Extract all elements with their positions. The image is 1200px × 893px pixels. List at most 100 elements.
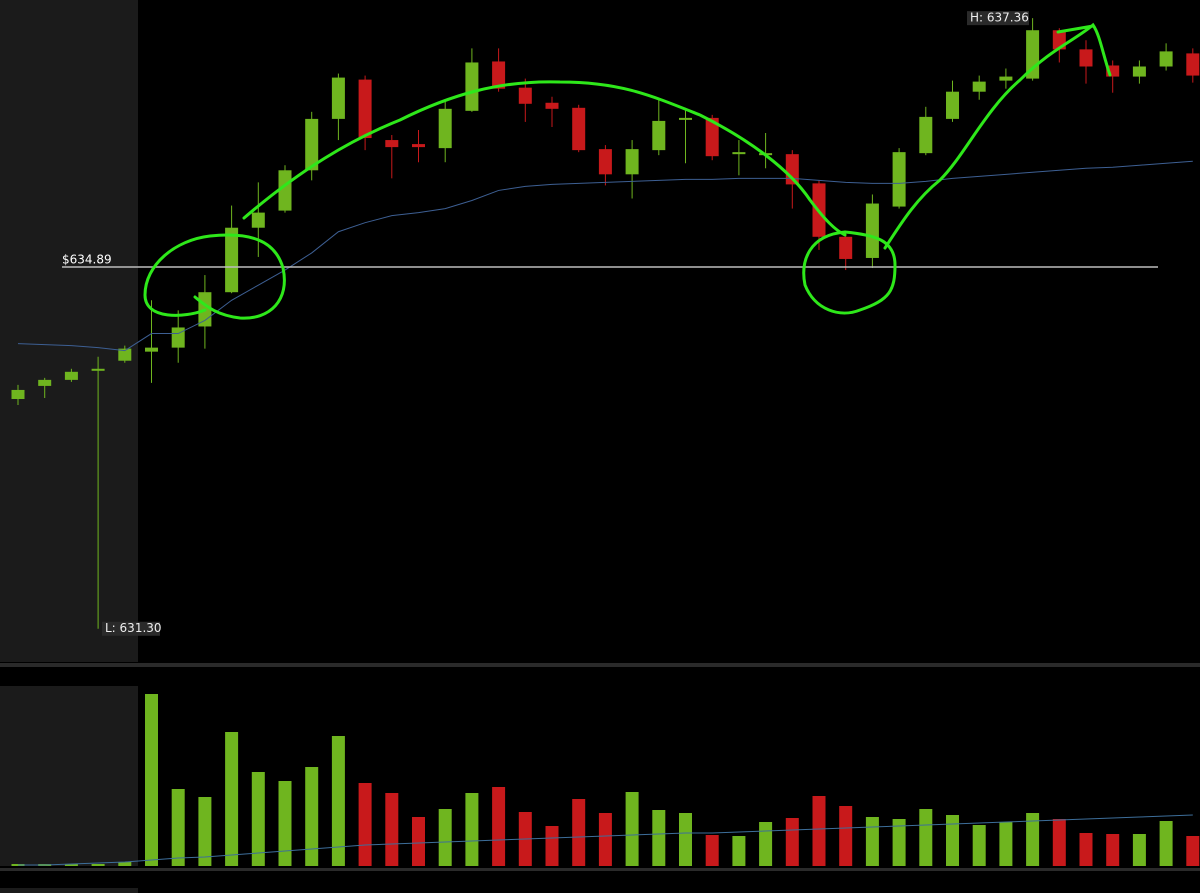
candle-body — [946, 91, 959, 119]
volume-bar — [1132, 834, 1146, 866]
volume-bar — [625, 792, 639, 866]
candle-body — [412, 144, 425, 148]
annotation-circle — [802, 230, 897, 315]
volume-bar — [812, 796, 826, 866]
candle-body — [972, 81, 986, 92]
hand-annotations — [143, 22, 1112, 320]
candle-body — [64, 371, 78, 380]
label-bg — [102, 621, 160, 636]
volume-bar — [278, 781, 292, 866]
candle-body — [892, 152, 906, 207]
candle-body — [11, 389, 25, 400]
volume-bar — [412, 817, 425, 866]
volume-bar — [1186, 836, 1200, 866]
candle-body — [225, 227, 239, 293]
volume-bar — [465, 793, 479, 866]
volume-pane — [11, 694, 1200, 866]
volume-bar — [652, 810, 666, 866]
volume-bar — [1159, 821, 1173, 866]
volume-bar — [118, 862, 132, 866]
candle-body — [1132, 66, 1146, 77]
history-shade — [0, 686, 138, 866]
volume-bar — [892, 819, 906, 866]
candle-body — [358, 79, 372, 139]
candle-body — [572, 107, 586, 151]
candle-body — [999, 76, 1013, 81]
candle-body — [598, 149, 612, 175]
candle-body — [1159, 51, 1173, 67]
volume-bar — [385, 793, 399, 866]
candle-body — [145, 347, 158, 352]
volume-bar — [972, 825, 986, 866]
volume-bar — [999, 822, 1013, 866]
volume-bar — [438, 809, 452, 866]
volume-bar — [759, 822, 773, 866]
volume-bar — [1052, 819, 1066, 866]
high-label: H: 637.36 — [970, 11, 1029, 25]
candle-body — [919, 116, 933, 154]
volume-bar — [919, 809, 933, 866]
volume-bar — [305, 767, 319, 866]
candle-body — [38, 379, 52, 386]
volume-bar — [1026, 813, 1040, 866]
candle-body — [679, 117, 692, 120]
candle-body — [305, 118, 319, 171]
volume-bar — [331, 736, 345, 866]
volume-bar — [545, 826, 559, 866]
volume-bar — [145, 694, 158, 866]
volume-bar — [1079, 833, 1093, 866]
candle-body — [118, 348, 132, 361]
candle-body — [91, 368, 105, 371]
label-bg — [967, 11, 1029, 26]
price-pane: $634.89 H: 637.36 L: 631.30 — [11, 11, 1200, 636]
candle-body — [518, 87, 532, 104]
history-shade — [0, 888, 138, 893]
annotation-arc — [883, 22, 1112, 250]
volume-bar — [839, 806, 853, 866]
volume-bar — [64, 864, 78, 866]
volume-bar — [251, 772, 265, 866]
candle-body — [331, 77, 345, 119]
volume-bar — [171, 789, 185, 866]
volume-bar — [225, 732, 239, 866]
candle-body — [492, 61, 506, 89]
volume-average — [18, 814, 1193, 866]
volume-bar — [572, 799, 586, 866]
volume-bar — [705, 835, 719, 866]
candle-body — [839, 236, 853, 259]
candle-body — [1079, 49, 1093, 67]
candle-body — [251, 212, 265, 228]
candle-body — [865, 203, 879, 258]
pane-divider — [0, 868, 1200, 871]
candle-body — [1106, 65, 1120, 77]
volume-bar — [198, 797, 212, 866]
volume-bar — [732, 836, 746, 866]
candle-body — [465, 62, 479, 111]
candle-body — [385, 140, 399, 148]
low-label: L: 631.30 — [105, 621, 162, 635]
volume-bar — [1106, 834, 1120, 866]
price-line-label: $634.89 — [62, 253, 112, 267]
candle-body — [732, 152, 746, 155]
candle-body — [1186, 53, 1200, 76]
candle-body — [545, 102, 559, 109]
annotation-arc — [242, 80, 847, 237]
volume-bar — [865, 817, 879, 866]
pane-divider — [0, 663, 1200, 667]
moving-average — [17, 160, 1193, 352]
candle-body — [171, 327, 185, 348]
volume-bar — [946, 815, 959, 866]
volume-bar — [598, 813, 612, 866]
volume-bar — [358, 783, 372, 866]
candle-body — [278, 170, 292, 211]
candle-body — [652, 120, 666, 151]
annotation-circle — [143, 233, 286, 320]
volume-bar — [785, 818, 799, 866]
history-shade — [0, 0, 138, 662]
volume-bar — [679, 813, 692, 866]
volume-bar — [492, 787, 506, 866]
candle-body — [438, 108, 452, 149]
